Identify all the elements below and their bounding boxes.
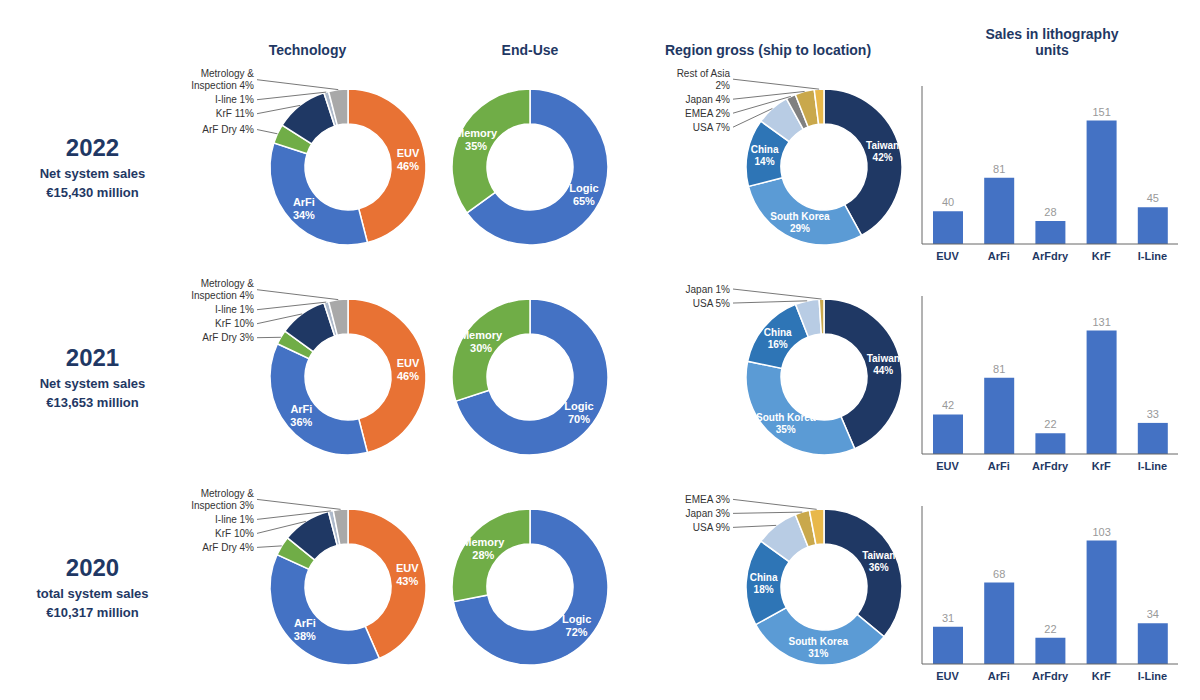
svg-text:EUV: EUV [936,670,959,682]
svg-text:103: 103 [1092,526,1110,538]
svg-text:33: 33 [1147,408,1159,420]
svg-text:KrF 10%: KrF 10% [215,528,254,539]
svg-text:USA 7%: USA 7% [693,122,730,133]
svg-text:I-Line: I-Line [1138,670,1167,682]
svg-text:131: 131 [1092,316,1110,328]
svg-text:Memory28%: Memory28% [462,536,505,561]
svg-text:I-Line: I-Line [1138,460,1167,472]
svg-text:Memory30%: Memory30% [460,329,503,354]
svg-text:China14%: China14% [751,144,779,167]
html-text:€15,430 million: €15,430 million [46,185,139,200]
svg-text:USA 9%: USA 9% [693,522,730,533]
svg-text:KrF: KrF [1092,460,1111,472]
svg-text:ArFi34%: ArFi34% [293,196,315,221]
svg-text:ArFdry: ArFdry [1032,460,1069,472]
svg-text:Rest of Asia2%: Rest of Asia2% [677,68,731,91]
svg-text:Logic72%: Logic72% [562,613,591,638]
svg-text:I-line 1%: I-line 1% [215,514,254,525]
svg-text:KrF 10%: KrF 10% [215,318,254,329]
svg-text:31: 31 [942,612,954,624]
svg-text:ArFdry: ArFdry [1032,670,1069,682]
svg-text:I-line 1%: I-line 1% [215,304,254,315]
svg-text:South Korea29%: South Korea29% [770,211,830,234]
svg-text:Taiwan42%: Taiwan42% [866,140,899,163]
svg-text:ArF Dry 4%: ArF Dry 4% [202,542,254,553]
html-text:2021: 2021 [65,344,120,371]
svg-text:China18%: China18% [750,572,778,595]
html-text:€10,317 million: €10,317 million [46,605,139,620]
html-text:total system sales: total system sales [36,586,149,601]
svg-text:South Korea31%: South Korea31% [789,636,849,659]
svg-text:ArFi: ArFi [988,670,1010,682]
html-text:2022: 2022 [65,134,120,161]
svg-text:ArF Dry 3%: ArF Dry 3% [202,332,254,343]
svg-text:22: 22 [1044,418,1056,430]
svg-text:45: 45 [1147,192,1159,204]
html-text:Net system sales: Net system sales [39,166,146,181]
svg-text:ArFi: ArFi [988,250,1010,262]
svg-text:34: 34 [1147,608,1159,620]
svg-text:ArFi38%: ArFi38% [294,617,316,642]
svg-text:Japan 4%: Japan 4% [686,94,731,105]
svg-text:ArFdry: ArFdry [1032,250,1069,262]
html-text:End-Use: End-Use [501,42,559,58]
svg-text:EUV: EUV [936,460,959,472]
svg-text:KrF 11%: KrF 11% [216,108,254,119]
svg-text:28: 28 [1044,206,1056,218]
svg-text:40: 40 [942,196,954,208]
svg-text:EUV: EUV [936,250,959,262]
svg-text:Metrology &Inspection 4%: Metrology &Inspection 4% [191,68,254,91]
svg-text:I-line 1%: I-line 1% [215,94,254,105]
svg-text:81: 81 [993,363,1005,375]
svg-text:22: 22 [1044,623,1056,635]
svg-text:Japan 1%: Japan 1% [686,284,731,295]
html-text:2020: 2020 [65,554,120,581]
svg-text:China16%: China16% [764,327,792,350]
svg-text:Japan 3%: Japan 3% [686,508,731,519]
svg-text:Memory35%: Memory35% [455,127,498,152]
html-text:Technology: Technology [268,42,347,58]
html-text:Net system sales: Net system sales [39,376,146,391]
svg-text:Logic70%: Logic70% [564,400,593,425]
svg-text:EUV43%: EUV43% [396,562,419,587]
svg-text:Taiwan36%: Taiwan36% [862,550,895,573]
svg-text:ArFi36%: ArFi36% [290,403,312,428]
svg-text:EMEA 2%: EMEA 2% [685,108,730,119]
svg-text:EUV46%: EUV46% [397,147,420,172]
html-text:€13,653 million: €13,653 million [46,395,139,410]
svg-text:ArFi: ArFi [988,460,1010,472]
html-text:Region gross (ship to location: Region gross (ship to location) [664,42,872,58]
html-text:Sales in lithography units: Sales in lithography units [985,26,1119,58]
svg-text:Metrology &Inspection 4%: Metrology &Inspection 4% [191,278,254,301]
svg-text:EUV46%: EUV46% [397,357,420,382]
svg-text:USA 5%: USA 5% [693,298,730,309]
svg-text:KrF: KrF [1092,250,1111,262]
svg-text:ArF Dry 4%: ArF Dry 4% [202,124,254,135]
svg-text:68: 68 [993,568,1005,580]
svg-text:42: 42 [942,399,954,411]
svg-text:Metrology &Inspection 3%: Metrology &Inspection 3% [191,488,254,511]
svg-text:81: 81 [993,163,1005,175]
svg-text:Logic65%: Logic65% [569,182,598,207]
svg-text:151: 151 [1092,106,1110,118]
svg-text:KrF: KrF [1092,670,1111,682]
svg-text:EMEA 3%: EMEA 3% [685,494,730,505]
svg-text:South Korea35%: South Korea35% [756,412,816,435]
svg-text:Taiwan44%: Taiwan44% [867,353,900,376]
svg-text:I-Line: I-Line [1138,250,1167,262]
